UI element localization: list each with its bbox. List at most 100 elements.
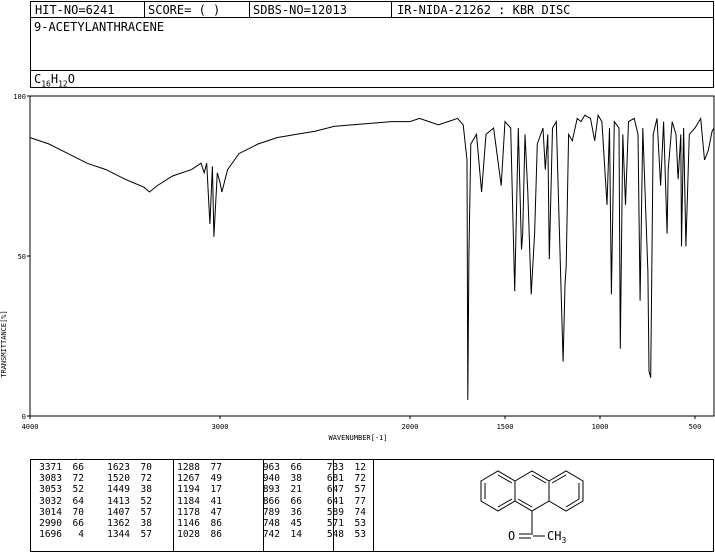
peak-wavenumber: 1146 xyxy=(177,518,200,530)
peak-wavenumber: 3371 xyxy=(39,462,62,473)
peak-row: 748 45 xyxy=(252,518,302,529)
peak-wavenumber: 681 xyxy=(326,473,344,485)
peak-row: 866 66 xyxy=(252,496,302,507)
peak-row: 548 53 xyxy=(316,529,366,540)
peak-transmittance: 86 xyxy=(210,529,222,541)
peak-row: 3053 52 xyxy=(34,484,84,495)
peak-wavenumber: 733 xyxy=(326,462,344,473)
peak-wavenumber: 1623 xyxy=(107,462,130,473)
peak-row: 3032 64 xyxy=(34,496,84,507)
header-bar: HIT-NO=6241 SCORE= ( ) SDBS-NO=12013 IR-… xyxy=(30,1,714,18)
molecular-formula: C16H12O xyxy=(34,72,75,88)
peak-transmittance: 53 xyxy=(354,529,366,541)
peak-wavenumber: 1194 xyxy=(177,484,200,496)
peak-wavenumber: 1344 xyxy=(107,529,130,541)
peak-wavenumber: 1362 xyxy=(107,518,130,530)
formula-c: C xyxy=(34,72,42,86)
peak-wavenumber: 3032 xyxy=(39,495,62,507)
peak-wavenumber: 1184 xyxy=(177,495,200,507)
x-axis-label: WAVENUMBER[-1] xyxy=(328,434,387,442)
y-tick-label: 100 xyxy=(13,93,26,101)
peak-wavenumber: 1449 xyxy=(107,484,130,496)
peak-row: 963 66 xyxy=(252,462,302,473)
x-tick-label: 500 xyxy=(689,423,702,431)
formula-o: O xyxy=(67,72,75,86)
ir-spectrum-chart: 0 50 100 4000 3000 2000 1500 1000 500 TRANSMITT… xyxy=(0,93,715,442)
x-tick-label: 3000 xyxy=(212,423,229,431)
peak-wavenumber: 647 xyxy=(326,484,344,496)
peak-transmittance: 72 xyxy=(140,473,152,485)
peak-wavenumber: 571 xyxy=(326,518,344,530)
peak-wavenumber: 742 xyxy=(262,529,280,541)
peak-row: 1288 77 xyxy=(172,462,222,473)
peak-table-column: 1623 70 1520 72 1449 38 1413 52 1407 57 1362 38 1344… xyxy=(102,462,152,540)
peak-row: 2990 66 xyxy=(34,518,84,529)
peak-row: 1520 72 xyxy=(102,473,152,484)
peak-transmittance: 41 xyxy=(210,495,222,507)
peak-row: 3371 66 xyxy=(34,462,84,473)
peak-wavenumber: 2990 xyxy=(39,518,62,530)
peak-transmittance: 72 xyxy=(72,473,84,485)
structure-box: O CH3 xyxy=(373,459,714,552)
peak-row: 1344 57 xyxy=(102,529,152,540)
peak-wavenumber: 866 xyxy=(262,495,280,507)
score: SCORE= ( ) xyxy=(148,3,221,17)
compound-name: 9-ACETYLANTHRACENE xyxy=(34,20,165,34)
y-axis: 0 50 100 xyxy=(13,93,30,421)
peak-row: 1184 41 xyxy=(172,496,222,507)
peak-transmittance: 36 xyxy=(290,506,302,518)
peak-row: 681 72 xyxy=(316,473,366,484)
peak-transmittance: 66 xyxy=(290,462,302,473)
y-tick-label: 50 xyxy=(18,253,26,261)
x-tick-label: 4000 xyxy=(22,423,39,431)
peak-row: 940 38 xyxy=(252,473,302,484)
peak-transmittance: 52 xyxy=(140,495,152,507)
peak-wavenumber: 963 xyxy=(262,462,280,473)
peak-row: 742 14 xyxy=(252,529,302,540)
molecule-structure: O CH3 xyxy=(480,470,584,545)
peak-row: 1028 86 xyxy=(172,529,222,540)
peak-transmittance: 72 xyxy=(354,473,366,485)
peak-transmittance: 45 xyxy=(290,518,302,530)
peak-transmittance: 4 xyxy=(78,529,84,541)
peak-transmittance: 86 xyxy=(210,518,222,530)
peak-row: 641 77 xyxy=(316,496,366,507)
peak-row: 733 12 xyxy=(316,462,366,473)
peak-wavenumber: 1178 xyxy=(177,506,200,518)
peak-row: 647 57 xyxy=(316,484,366,495)
peak-wavenumber: 3053 xyxy=(39,484,62,496)
peak-transmittance: 64 xyxy=(72,495,84,507)
methyl-label: CH3 xyxy=(547,529,566,545)
peak-transmittance: 66 xyxy=(72,518,84,530)
peak-transmittance: 57 xyxy=(140,506,152,518)
peak-transmittance: 70 xyxy=(140,462,152,473)
peak-transmittance: 66 xyxy=(72,462,84,473)
peak-table-column: 963 66 940 38 893 21 866 66 789 36 748 45 742 14 xyxy=(252,462,302,540)
peak-row: 1413 52 xyxy=(102,496,152,507)
peak-row: 789 36 xyxy=(252,507,302,518)
middle-ring xyxy=(514,470,550,512)
peak-wavenumber: 1413 xyxy=(107,495,130,507)
peak-wavenumber: 940 xyxy=(262,473,280,485)
right-ring xyxy=(548,470,584,512)
peak-row: 3014 70 xyxy=(34,507,84,518)
peak-row: 571 53 xyxy=(316,518,366,529)
sdbs-number: SDBS-NO=12013 xyxy=(253,3,347,17)
peak-transmittance: 38 xyxy=(290,473,302,485)
x-tick-label: 2000 xyxy=(402,423,419,431)
peak-wavenumber: 548 xyxy=(326,529,344,541)
peak-row: 1178 47 xyxy=(172,507,222,518)
peak-wavenumber: 1028 xyxy=(177,529,200,541)
peak-transmittance: 53 xyxy=(354,518,366,530)
peak-wavenumber: 1407 xyxy=(107,506,130,518)
compound-name-box: 9-ACETYLANTHRACENE xyxy=(30,17,714,71)
peak-transmittance: 17 xyxy=(210,484,222,496)
peak-transmittance: 77 xyxy=(354,495,366,507)
formula-h-count: 12 xyxy=(58,79,68,89)
peak-row: 3083 72 xyxy=(34,473,84,484)
peak-row: 1362 38 xyxy=(102,518,152,529)
peak-transmittance: 47 xyxy=(210,506,222,518)
formula-h: H xyxy=(50,72,59,86)
hit-number: HIT-NO=6241 xyxy=(35,3,115,17)
peak-transmittance: 14 xyxy=(290,529,302,541)
